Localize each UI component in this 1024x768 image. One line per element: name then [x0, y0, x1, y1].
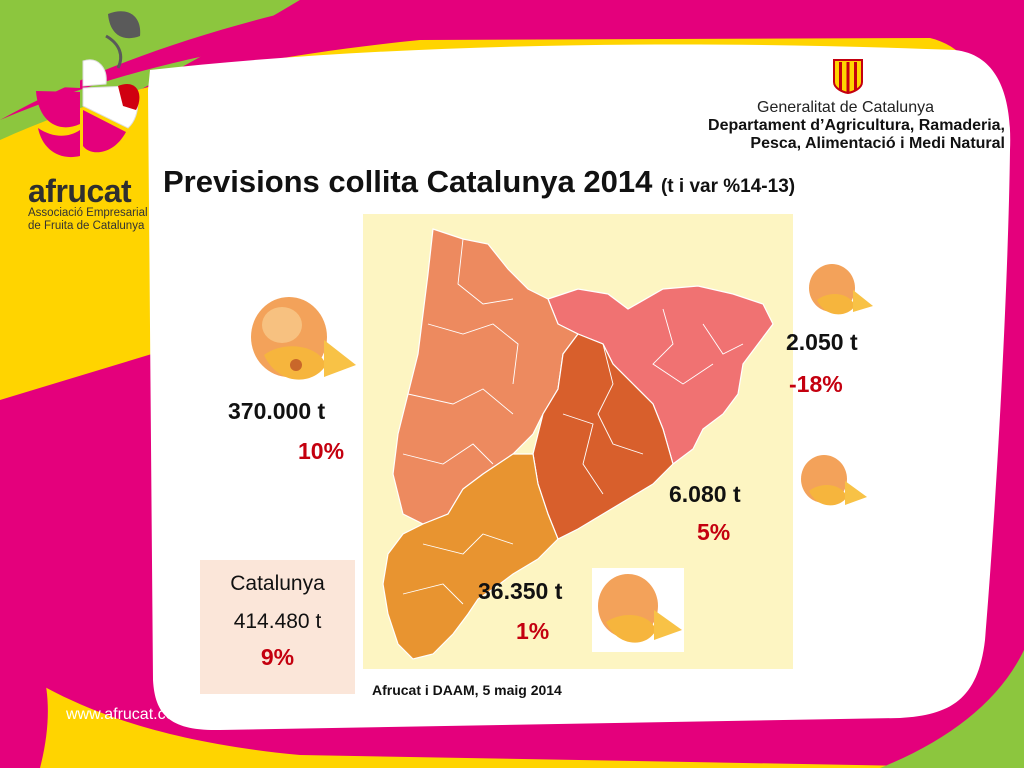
region-northeast-variation: -18%: [789, 371, 843, 397]
department-line1: Departament d’Agricultura, Ramaderia,: [708, 117, 1005, 134]
afrucat-logo-icon: [36, 11, 141, 158]
department-name: Departament d’Agricultura, Ramaderia, Pe…: [687, 117, 1005, 153]
region-south-variation: 1%: [516, 618, 550, 644]
region-central-variation: 5%: [697, 519, 731, 545]
region-south: [382, 453, 559, 660]
region-central: [532, 333, 674, 540]
peach-icon: [801, 455, 867, 506]
catalonia-map: [363, 214, 793, 669]
department-line2: Pesca, Alimentació i Medi Natural: [750, 135, 1005, 152]
total-label: Catalunya: [230, 572, 325, 595]
region-south-tonnes: 36.350 t: [478, 578, 563, 604]
title-units: (t i var %14-13): [660, 176, 796, 197]
region-central-tonnes: 6.080 t: [669, 481, 741, 507]
slide-title: Previsions collita Catalunya 2014 (t i v…: [163, 164, 795, 200]
generalitat-shield-icon: [833, 59, 863, 94]
peach-icon: [251, 297, 356, 380]
generalitat-name: Generalitat de Catalunya: [757, 99, 934, 116]
afrucat-subtitle-line1: Associació Empresarial: [28, 207, 148, 219]
total-tonnes: 414.480 t: [233, 610, 322, 633]
peach-icon: [592, 568, 684, 652]
afrucat-subtitle-line2: de Fruita de Catalunya: [28, 220, 145, 232]
afrucat-brand-subtitle: Associació Empresarial de Fruita de Cata…: [28, 207, 148, 233]
region-northeast-tonnes: 2.050 t: [786, 329, 858, 355]
region-west-tonnes: 370.000 t: [228, 398, 326, 424]
region-west-variation: 10%: [298, 438, 345, 464]
total-box: Catalunya 414.480 t 9%: [200, 560, 355, 694]
total-variation: 9%: [260, 644, 295, 670]
county-borders: [402, 238, 744, 605]
afrucat-brand-name: afrucat: [28, 173, 132, 209]
source-note: Afrucat i DAAM, 5 maig 2014: [372, 682, 562, 698]
title-main: Previsions collita Catalunya 2014: [163, 164, 653, 199]
website-link[interactable]: www.afrucat.com: [66, 706, 188, 723]
peach-icon: [809, 264, 873, 315]
